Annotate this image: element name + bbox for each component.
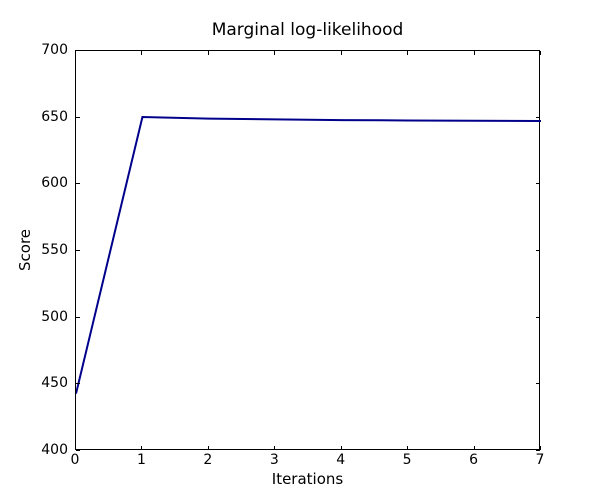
x-tick-label: 3 [269,452,279,468]
y-tick-mark-right [536,50,540,51]
x-tick-label: 6 [469,452,479,468]
x-tick-mark-bottom [274,446,276,450]
y-tick-mark-left [76,383,80,385]
x-tick-mark-bottom [75,446,76,450]
y-tick-mark-left [76,183,80,185]
x-tick-mark-bottom [141,446,143,450]
x-tick-mark-top [473,51,475,55]
y-tick-mark-left [76,50,80,51]
x-tick-label: 1 [136,452,146,468]
x-tick-mark-bottom [207,446,209,450]
y-tick-mark-left [76,250,80,251]
x-tick-mark-top [274,51,276,55]
y-tick-label: 500 [41,308,68,325]
series-line [76,115,541,394]
x-axis-label: Iterations [271,470,344,488]
y-tick-label: 550 [41,242,68,258]
y-tick-label: 700 [41,42,68,58]
x-tick-mark-bottom [540,446,541,450]
y-tick-mark-left [76,316,80,318]
x-tick-label: 2 [203,452,213,468]
y-tick-mark-right [536,183,540,185]
plot-area [75,50,541,451]
x-tick-mark-top [141,51,143,55]
x-tick-mark-top [540,51,541,55]
chart-title: Marginal log-likelihood [211,20,404,40]
x-tick-mark-top [207,51,209,55]
y-axis-label: Score [16,228,34,272]
y-tick-mark-right [536,250,540,251]
y-tick-label: 600 [41,175,68,192]
x-tick-label: 5 [402,452,412,468]
x-tick-label: 0 [70,452,80,468]
x-tick-label: 7 [535,452,545,468]
y-tick-mark-left [76,450,80,451]
x-tick-mark-top [75,51,76,55]
x-tick-label: 4 [336,452,346,468]
x-tick-mark-bottom [340,446,342,450]
x-tick-mark-bottom [407,446,409,450]
y-tick-label: 400 [41,442,68,458]
y-tick-mark-right [536,383,540,385]
y-tick-label: 650 [41,108,68,125]
y-tick-mark-left [76,116,80,118]
x-tick-mark-bottom [473,446,475,450]
series-svg [76,115,541,394]
y-tick-mark-right [536,316,540,318]
y-tick-label: 450 [41,375,68,392]
y-tick-mark-right [536,116,540,118]
x-tick-mark-top [407,51,409,55]
x-tick-mark-top [340,51,342,55]
y-tick-mark-right [536,450,540,451]
